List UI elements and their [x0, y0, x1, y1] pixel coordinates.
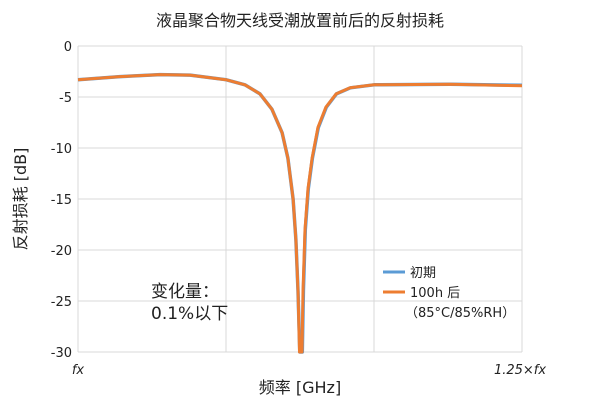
x-tick-start: fx: [72, 363, 85, 378]
chart-title: 液晶聚合物天线受潮放置前后的反射损耗: [156, 11, 444, 30]
y-tick-label: -10: [51, 142, 72, 157]
series-line-1: [77, 73, 523, 354]
x-tick-end: 1.25×fx: [494, 363, 546, 378]
y-axis-label: 反射损耗 [dB]: [11, 148, 30, 251]
y-tick-label: -5: [59, 91, 72, 106]
annotation-line-2: 0.1%以下: [151, 304, 228, 324]
legend-note: （85°C/85%RH）: [405, 306, 515, 321]
legend-label-100h: 100h 后: [410, 286, 460, 301]
series-lines: [77, 72, 523, 354]
legend: 初期 100h 后 （85°C/85%RH）: [383, 266, 515, 321]
y-tick-label: -30: [51, 346, 72, 361]
annotation-line-1: 变化量：: [151, 282, 219, 302]
legend-label-initial: 初期: [410, 266, 436, 281]
y-tick-label: -20: [51, 244, 72, 259]
y-tick-label: -25: [51, 295, 72, 310]
y-tick-label: -15: [51, 193, 72, 208]
y-tick-label: 0: [64, 40, 72, 55]
y-ticks: 0 -5 -10 -15 -20 -25 -30: [51, 40, 72, 361]
x-axis-label: 频率 [GHz]: [259, 378, 341, 397]
